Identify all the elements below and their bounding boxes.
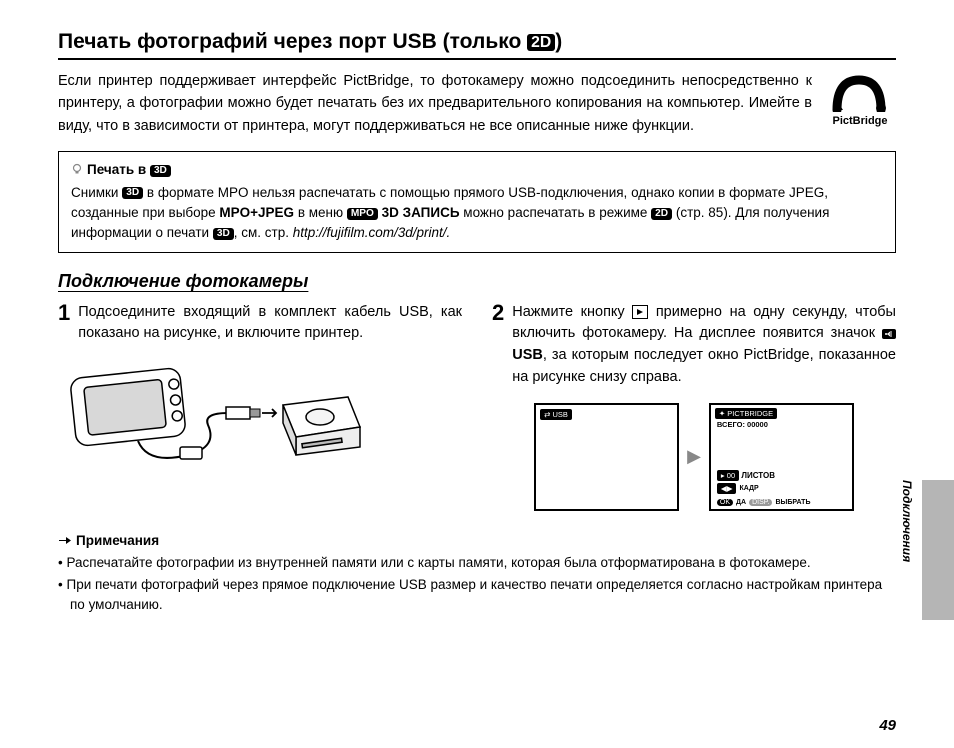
- s2-a: Нажмите кнопку: [512, 304, 632, 320]
- frame-label: КАДР: [739, 485, 758, 492]
- title-prefix: Печать фотографий через порт USB (только: [58, 30, 527, 53]
- bulb-icon: [71, 161, 83, 181]
- da-label: ДА: [736, 499, 746, 506]
- usb-label: USB: [512, 347, 543, 363]
- side-section-label: Подключения: [900, 480, 914, 610]
- info-url: http://fujifilm.com/3d/print/.: [293, 225, 451, 240]
- badge-3d-inline2-icon: 3D: [213, 228, 234, 240]
- s2-c: , за которым последует окно PictBridge, …: [512, 347, 896, 385]
- notes-section: Примечания Распечатайте фотографии из вн…: [58, 533, 896, 616]
- badge-2d-icon: 2D: [527, 34, 555, 52]
- pictbridge-logo: PictBridge: [824, 70, 896, 137]
- side-tab: [922, 480, 954, 620]
- mpo-jpeg-label: MPO+JPEG: [219, 205, 294, 220]
- page-content: Печать фотографий через порт USB (только…: [0, 0, 954, 627]
- page-number: 49: [879, 717, 896, 734]
- select-label: ВЫБРАТЬ: [775, 499, 810, 506]
- intro-paragraph: Если принтер поддерживает интерфейс Pict…: [58, 70, 812, 137]
- pictbridge-icon: [829, 70, 891, 112]
- info-box-3d-print: Печать в 3D Снимки 3D в формате MPO нель…: [58, 151, 896, 252]
- info-t1: Снимки: [71, 185, 122, 200]
- note-item-1: Распечатайте фотографии из внутренней па…: [58, 553, 896, 573]
- screen2-sheets-row: ▸ 00 ЛИСТОВ: [717, 470, 775, 481]
- screen1-usb-label: ⇄ USB: [540, 409, 572, 420]
- arrow-right-icon: ▶: [687, 446, 701, 467]
- subheading-connect: Подключение фотокамеры: [58, 271, 896, 292]
- step-2-number: 2: [492, 302, 504, 389]
- hand-point-icon: [58, 534, 72, 549]
- info-box-title: Печать в 3D: [71, 160, 883, 181]
- step-1-text: Подсоедините входящий в комплект кабель …: [78, 302, 462, 346]
- note-item-2: При печати фотографий через прямое подкл…: [58, 575, 896, 616]
- sheets-label: ЛИСТОВ: [741, 471, 775, 480]
- screen2-pb-label: ✦ PICTBRIDGE: [715, 408, 777, 419]
- steps-columns: 1 Подсоедините входящий в комплект кабел…: [58, 302, 896, 511]
- info-t6: , см. стр.: [234, 225, 293, 240]
- frame-arrows-icon: ◀▶: [717, 483, 737, 494]
- screen-usb: ⇄ USB: [534, 403, 679, 511]
- column-left: 1 Подсоедините входящий в комплект кабел…: [58, 302, 462, 511]
- screen2-ok-row: OK ДА DISP. ВЫБРАТЬ: [717, 499, 846, 506]
- screen2-frame-row: ◀▶ КАДР: [717, 483, 846, 494]
- screen-pictbridge: ✦ PICTBRIDGE ВСЕГО: 00000 ▸ 00 ЛИСТОВ ◀▶…: [709, 403, 854, 511]
- notes-title-text: Примечания: [76, 533, 159, 548]
- badge-3d-inline-icon: 3D: [122, 187, 143, 199]
- usb-chip-icon: [882, 329, 896, 339]
- step-1-number: 1: [58, 302, 70, 346]
- title-suffix: ): [555, 30, 562, 53]
- pictbridge-label: PictBridge: [824, 115, 896, 127]
- camera-printer-illustration: [58, 355, 368, 475]
- info-t4: можно распечатать в режиме: [460, 205, 652, 220]
- intro-row: Если принтер поддерживает интерфейс Pict…: [58, 70, 896, 137]
- ok-pill: OK: [717, 499, 733, 506]
- page-title: Печать фотографий через порт USB (только…: [58, 30, 562, 54]
- mpo-badge-icon: MPO: [347, 208, 378, 220]
- screen2-total: ВСЕГО: 00000: [717, 420, 768, 429]
- badge-2d-inline-icon: 2D: [651, 208, 672, 220]
- sheets-num-badge: ▸ 00: [717, 470, 739, 481]
- column-right: 2 Нажмите кнопку примерно на одну секунд…: [492, 302, 896, 511]
- notes-title: Примечания: [58, 533, 896, 549]
- rec-3d-label: 3D ЗАПИСЬ: [378, 205, 460, 220]
- info-t3: в меню: [294, 205, 347, 220]
- info-title-prefix: Печать в: [87, 162, 150, 177]
- disp-pill: DISP.: [749, 499, 772, 506]
- badge-3d-icon: 3D: [150, 165, 171, 177]
- step-1: 1 Подсоедините входящий в комплект кабел…: [58, 302, 462, 346]
- info-box-body: Снимки 3D в формате MPO нельзя распечата…: [71, 183, 883, 244]
- lcd-screens-row: ⇄ USB ▶ ✦ PICTBRIDGE ВСЕГО: 00000 ▸ 00 Л…: [492, 403, 896, 511]
- page-title-row: Печать фотографий через порт USB (только…: [58, 30, 896, 60]
- play-button-icon: [632, 305, 648, 319]
- step-2-text: Нажмите кнопку примерно на одну секунду,…: [512, 302, 896, 389]
- notes-list: Распечатайте фотографии из внутренней па…: [58, 553, 896, 616]
- step-2: 2 Нажмите кнопку примерно на одну секунд…: [492, 302, 896, 389]
